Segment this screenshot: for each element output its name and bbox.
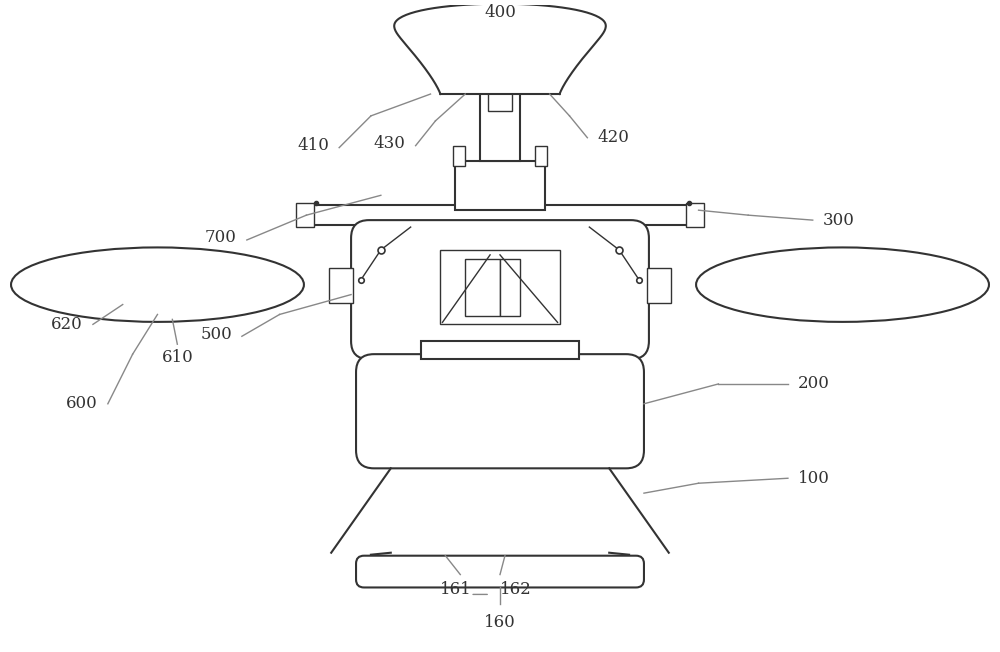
- FancyBboxPatch shape: [351, 220, 649, 359]
- FancyBboxPatch shape: [356, 354, 644, 468]
- Text: 161: 161: [439, 580, 471, 597]
- Bar: [686, 203, 704, 227]
- Text: 610: 610: [161, 349, 193, 366]
- Polygon shape: [394, 4, 606, 94]
- FancyBboxPatch shape: [356, 556, 644, 587]
- Bar: [296, 203, 314, 227]
- Text: 500: 500: [200, 326, 232, 343]
- Bar: [647, 268, 671, 303]
- Text: 420: 420: [597, 129, 629, 146]
- Text: 430: 430: [374, 135, 406, 152]
- Bar: [488, 81, 512, 111]
- Bar: [453, 145, 465, 166]
- Bar: [440, 250, 560, 324]
- Ellipse shape: [11, 247, 304, 322]
- Text: 100: 100: [798, 469, 830, 487]
- Bar: [535, 145, 547, 166]
- Text: 160: 160: [484, 614, 516, 631]
- Bar: [480, 81, 520, 160]
- Bar: [500, 259, 520, 316]
- Bar: [329, 268, 353, 303]
- Text: 162: 162: [500, 580, 532, 597]
- Text: 600: 600: [66, 395, 98, 412]
- Text: 200: 200: [798, 376, 830, 393]
- Text: 700: 700: [205, 230, 237, 246]
- Bar: [465, 259, 500, 316]
- Bar: [421, 341, 579, 359]
- Text: 410: 410: [297, 137, 329, 154]
- Text: 400: 400: [484, 3, 516, 21]
- Bar: [306, 205, 694, 225]
- Text: 300: 300: [823, 212, 855, 229]
- Ellipse shape: [696, 247, 989, 322]
- Text: 620: 620: [51, 316, 83, 333]
- Bar: [455, 160, 545, 210]
